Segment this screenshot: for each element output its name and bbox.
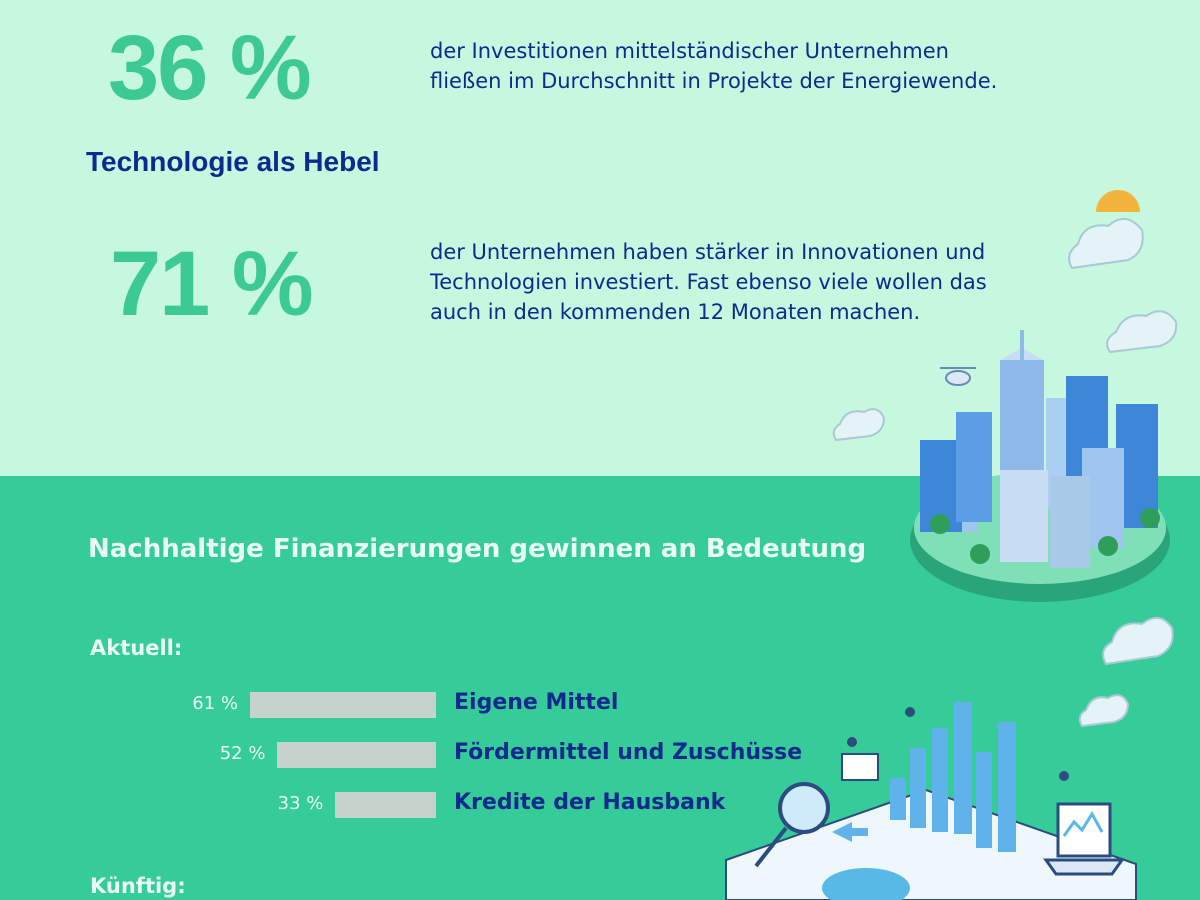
- cloud-icon: [1078, 694, 1130, 728]
- bar: [335, 792, 436, 818]
- bar: [277, 742, 436, 768]
- pin-icon: [1059, 771, 1069, 781]
- pin-icon: [847, 737, 857, 747]
- pin-icon: [905, 707, 915, 717]
- note-card: [841, 753, 879, 781]
- sun-icon: [1096, 190, 1140, 212]
- subheading: Technologie als Hebel: [86, 146, 380, 177]
- stat-value-investments: 36 %: [108, 17, 312, 119]
- group-label-future: Künftig:: [90, 874, 186, 898]
- cloud-icon: [832, 408, 886, 442]
- bar-category-label: Eigene Mittel: [454, 690, 619, 715]
- stat-text-line: der Investitionen mittelständischer Unte…: [430, 39, 949, 63]
- group-label-current: Aktuell:: [90, 636, 183, 660]
- cloud-icon: [1068, 218, 1144, 270]
- bar-value-label: 61 %: [192, 693, 238, 714]
- stat-text-line: Technologien investiert. Fast ebenso vie…: [430, 270, 987, 294]
- analytics-illustration: [725, 702, 1137, 900]
- arrow-icon: [832, 822, 868, 842]
- section-title: Nachhaltige Finanzierungen gewinnen an B…: [88, 534, 867, 564]
- stat-text-line: fließen im Durchschnitt in Projekte der …: [430, 69, 998, 93]
- bar-category-label: Kredite der Hausbank: [454, 790, 726, 815]
- bar-value-label: 52 %: [219, 743, 266, 764]
- magnifier-icon: [754, 782, 830, 868]
- stat-text-investments: der Investitionen mittelständischer Unte…: [430, 36, 997, 96]
- laptop-icon: [1043, 802, 1125, 876]
- stat-text-line: der Unternehmen haben stärker in Innovat…: [430, 240, 986, 264]
- bar: [250, 692, 436, 718]
- city-illustration: [910, 330, 1170, 602]
- cloud-icon: [1102, 617, 1174, 666]
- bar-category-label: Fördermittel und Zuschüsse: [454, 740, 803, 765]
- bar-value-label: 33 %: [277, 793, 324, 814]
- cloud-icon: [1106, 310, 1178, 354]
- stat-text-line: auch in den kommenden 12 Monaten machen.: [430, 300, 921, 324]
- stat-text-innovation: der Unternehmen haben stärker in Innovat…: [430, 237, 987, 327]
- stat-value-innovation: 71 %: [110, 233, 314, 335]
- helicopter-icon: [940, 367, 976, 386]
